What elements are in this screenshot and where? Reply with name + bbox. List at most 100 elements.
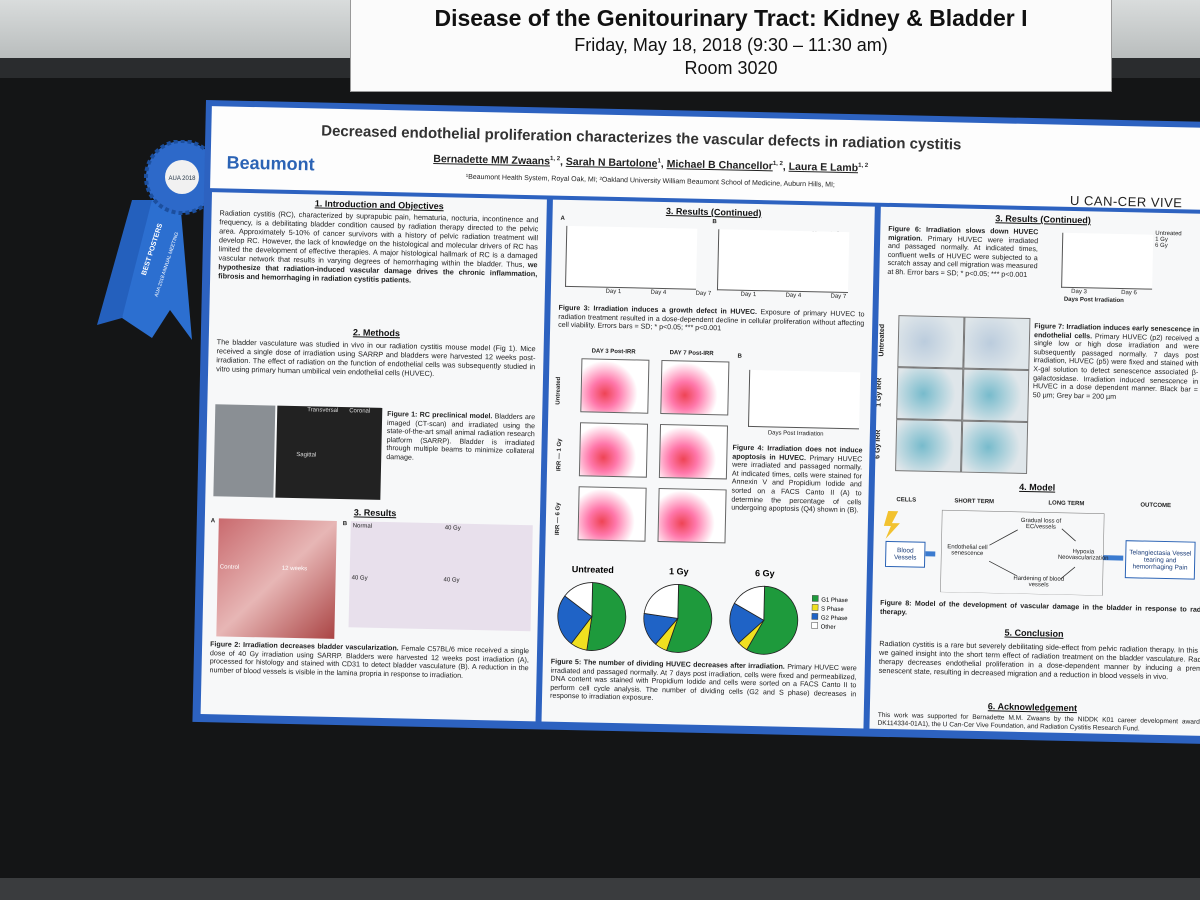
image-label: Normal xyxy=(352,523,373,530)
session-sign: Disease of the Genitourinary Tract: Kidn… xyxy=(350,0,1112,92)
tagline: U CAN-CER VIVE xyxy=(1069,192,1183,211)
poster-header: Decreased endothelial proliferation char… xyxy=(210,106,1200,210)
rosette-badge xyxy=(165,160,199,194)
author-affiliation: 1, 2 xyxy=(858,162,869,169)
legend-entry: Other xyxy=(821,625,836,631)
row-label: Untreated xyxy=(555,376,563,405)
author-affiliation: 1, 2 xyxy=(772,160,783,168)
paragraph: Radiation cystitis is a rare but severel… xyxy=(878,638,1200,682)
pie-slice xyxy=(643,584,679,619)
micrograph xyxy=(895,419,963,473)
pie-title: 6 Gy xyxy=(755,568,775,578)
image-label: Control xyxy=(219,564,240,571)
diagram-node: Hypoxia Neovascularization xyxy=(1057,549,1109,562)
text: Radiation cystitis (RC), characterized b… xyxy=(218,208,539,269)
figure-caption: Figure 6: Irradiation slows down HUVEC m… xyxy=(887,225,1038,280)
micrograph xyxy=(896,367,964,421)
author-affiliation: 1, 2 xyxy=(549,156,561,163)
legend-swatch xyxy=(811,604,819,611)
section-heading: 3. Results xyxy=(353,507,397,519)
ct-images: Transversal Coronal Sagittal xyxy=(275,405,383,500)
poster: Decreased endothelial proliferation char… xyxy=(192,100,1200,744)
flow-plot xyxy=(578,422,649,478)
legend-entry: S Phase xyxy=(821,607,844,614)
pie-slice xyxy=(557,595,593,645)
flow-plot xyxy=(580,358,650,414)
axis-label: Day 7 xyxy=(695,290,712,298)
image-label: Transversal xyxy=(307,407,339,414)
diagram-arrows xyxy=(883,509,1124,596)
model-diagram: CELLS SHORT TERM LONG TERM OUTCOME Blood… xyxy=(876,491,1200,598)
image-label: 40 Gy xyxy=(444,525,461,532)
image-label: Coronal xyxy=(349,408,371,415)
panel-label: B xyxy=(712,219,717,226)
sign-room: Room 3020 xyxy=(684,58,778,78)
author-name: Bernadette MM Zwaans xyxy=(433,152,551,168)
legend-entry: G1 Phase xyxy=(821,598,848,605)
micrograph xyxy=(897,315,965,369)
image-label: 12 weeks xyxy=(281,565,308,573)
sign-title: Disease of the Genitourinary Tract: Kidn… xyxy=(434,5,1028,31)
frame xyxy=(940,509,1105,596)
photo xyxy=(213,404,276,498)
axis-label: Day 7 xyxy=(830,293,847,301)
pie-slice xyxy=(733,585,765,621)
legend-swatch xyxy=(811,613,819,620)
legend-swatch xyxy=(811,595,819,602)
flow-plot xyxy=(658,423,729,480)
image-label: Sagittal xyxy=(296,452,317,459)
pie-slice xyxy=(746,585,799,655)
legend-entry: 6 Gy xyxy=(1154,242,1168,250)
axis-label: Day 1 xyxy=(605,288,622,296)
figure-caption: Figure 1: RC preclinical model. Bladders… xyxy=(386,410,535,465)
award-ribbon: AUA 2018 BEST POSTERS AUA 2018 ANNUAL ME… xyxy=(97,140,220,340)
arrow xyxy=(988,528,1076,580)
flow-plot xyxy=(660,359,730,416)
text: Primary HUVEC (p2) received a single low… xyxy=(1032,332,1200,401)
panel-label: A xyxy=(560,215,565,222)
author-name: Michael B Chancellor xyxy=(666,158,773,173)
pie-slice xyxy=(666,584,713,653)
micrograph xyxy=(962,368,1030,423)
column: 3. Results (Continued) A B Untreated 1 Gy… xyxy=(541,199,875,729)
paragraph: This work was supported for Bernadette M… xyxy=(877,711,1200,733)
chart-image xyxy=(747,369,861,430)
figure-caption: Figure 2: Irradiation decreases bladder … xyxy=(209,640,529,681)
panel-label: A xyxy=(210,518,216,525)
axis-label: Day 3 xyxy=(1071,288,1087,296)
flow-plots: DAY 3 Post-IRR DAY 7 Post-IRR Untreated IRR… xyxy=(555,348,737,552)
arrow xyxy=(925,551,1124,561)
figure-caption: Figure 5: The number of dividing HUVEC d… xyxy=(550,658,857,708)
axis-title: Days Post Irradiation xyxy=(1063,296,1124,305)
diagram-node: Hardening of blood vessels xyxy=(1013,575,1065,589)
diagram-node: Gradual loss of EC/vessels xyxy=(1020,517,1062,531)
senescence-images: Untreated 1 Gy IRR 6 Gy IRR xyxy=(874,315,1031,474)
author-name: Laura E Lamb xyxy=(788,160,859,175)
flow-plot xyxy=(657,487,727,544)
figure-caption: Figure 3: Irradiation induces a growth d… xyxy=(558,304,864,336)
text: Primary HUVEC were irradiated and passag… xyxy=(731,453,863,515)
histology-images: Normal 40 Gy 40 Gy 40 Gy xyxy=(348,521,533,632)
text: Bladders are imaged (CT-scan) and irradi… xyxy=(386,412,536,462)
diagram-node: Endothelial cell senescence xyxy=(947,544,988,558)
figure-caption: Figure 7: Irradiation induces early sene… xyxy=(1033,322,1200,403)
section-heading: 3. Results (Continued) xyxy=(665,206,762,219)
micrograph xyxy=(961,420,1029,474)
pie-slice xyxy=(729,602,765,644)
chart-image xyxy=(716,229,850,294)
pie-slice xyxy=(586,582,627,651)
axis-title: Days Post Irradiation xyxy=(767,430,824,438)
panel-label: B xyxy=(342,521,348,528)
flow-plot xyxy=(577,486,647,542)
logo: Beaumont xyxy=(226,152,315,175)
paragraph: The bladder vasculature was studied in v… xyxy=(216,337,536,379)
row-label: 1 Gy IRR xyxy=(875,377,884,407)
pie-title: 1 Gy xyxy=(669,566,689,576)
axis-label: Day 6 xyxy=(1121,290,1137,297)
image-label: 40 Gy xyxy=(351,575,368,582)
row-label: 6 Gy IRR xyxy=(874,429,883,459)
axis-label: Day 1 xyxy=(740,291,757,299)
badge-text: AUA 2018 xyxy=(168,176,196,182)
